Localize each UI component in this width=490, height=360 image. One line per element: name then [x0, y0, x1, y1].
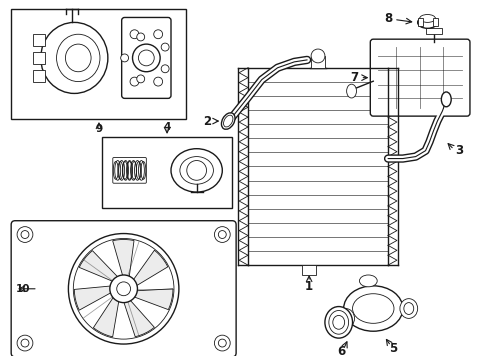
- Circle shape: [21, 231, 29, 238]
- Bar: [311, 56, 325, 68]
- Circle shape: [215, 227, 230, 242]
- Circle shape: [139, 50, 154, 66]
- Text: 6: 6: [338, 346, 346, 359]
- Ellipse shape: [41, 22, 108, 94]
- Text: 2: 2: [203, 114, 212, 127]
- Circle shape: [130, 30, 139, 39]
- Bar: [33, 70, 45, 82]
- Polygon shape: [94, 296, 119, 337]
- Polygon shape: [132, 250, 168, 287]
- Ellipse shape: [325, 307, 352, 338]
- FancyBboxPatch shape: [11, 221, 236, 357]
- Ellipse shape: [329, 311, 348, 334]
- Bar: [33, 52, 45, 64]
- Circle shape: [219, 231, 226, 238]
- Bar: [102, 137, 232, 208]
- Circle shape: [69, 234, 179, 344]
- Text: 10: 10: [16, 284, 30, 294]
- Circle shape: [215, 335, 230, 351]
- Ellipse shape: [417, 17, 438, 28]
- Ellipse shape: [419, 14, 436, 22]
- Circle shape: [110, 275, 138, 303]
- Circle shape: [311, 49, 325, 63]
- Circle shape: [154, 30, 163, 39]
- Text: 7: 7: [350, 71, 359, 84]
- Bar: [33, 34, 45, 46]
- Circle shape: [161, 65, 169, 73]
- Circle shape: [17, 227, 33, 242]
- Ellipse shape: [333, 315, 344, 329]
- FancyBboxPatch shape: [113, 158, 147, 183]
- Text: 1: 1: [305, 280, 313, 293]
- Text: 9: 9: [96, 124, 102, 134]
- Polygon shape: [74, 286, 112, 310]
- Text: 3: 3: [455, 144, 463, 157]
- Circle shape: [130, 77, 139, 86]
- Circle shape: [17, 335, 33, 351]
- Ellipse shape: [337, 309, 355, 328]
- Ellipse shape: [180, 157, 214, 184]
- Circle shape: [137, 75, 145, 83]
- Polygon shape: [133, 289, 173, 310]
- Ellipse shape: [352, 294, 394, 323]
- Ellipse shape: [171, 149, 222, 192]
- Ellipse shape: [360, 275, 377, 287]
- Text: 4: 4: [163, 122, 171, 132]
- Ellipse shape: [343, 286, 403, 331]
- Bar: [417, 18, 422, 26]
- Circle shape: [74, 238, 174, 339]
- Circle shape: [154, 77, 163, 86]
- Text: 8: 8: [384, 12, 392, 25]
- Polygon shape: [79, 251, 119, 282]
- Ellipse shape: [346, 84, 357, 98]
- Polygon shape: [113, 239, 134, 278]
- Ellipse shape: [66, 44, 91, 72]
- FancyBboxPatch shape: [370, 39, 470, 116]
- Ellipse shape: [441, 92, 451, 107]
- Circle shape: [187, 161, 206, 180]
- Ellipse shape: [221, 113, 235, 129]
- Circle shape: [21, 339, 29, 347]
- Ellipse shape: [56, 34, 100, 82]
- Bar: [426, 28, 442, 34]
- Ellipse shape: [400, 299, 417, 318]
- Bar: [11, 9, 186, 119]
- Polygon shape: [123, 299, 154, 337]
- Bar: [434, 18, 439, 26]
- Circle shape: [132, 44, 160, 72]
- FancyBboxPatch shape: [122, 18, 171, 98]
- Ellipse shape: [404, 303, 414, 314]
- Text: 5: 5: [389, 342, 397, 355]
- Bar: [302, 265, 316, 275]
- Circle shape: [121, 54, 128, 62]
- Circle shape: [219, 339, 226, 347]
- Circle shape: [117, 282, 130, 296]
- Ellipse shape: [223, 115, 233, 127]
- Circle shape: [161, 43, 169, 51]
- Circle shape: [137, 33, 145, 41]
